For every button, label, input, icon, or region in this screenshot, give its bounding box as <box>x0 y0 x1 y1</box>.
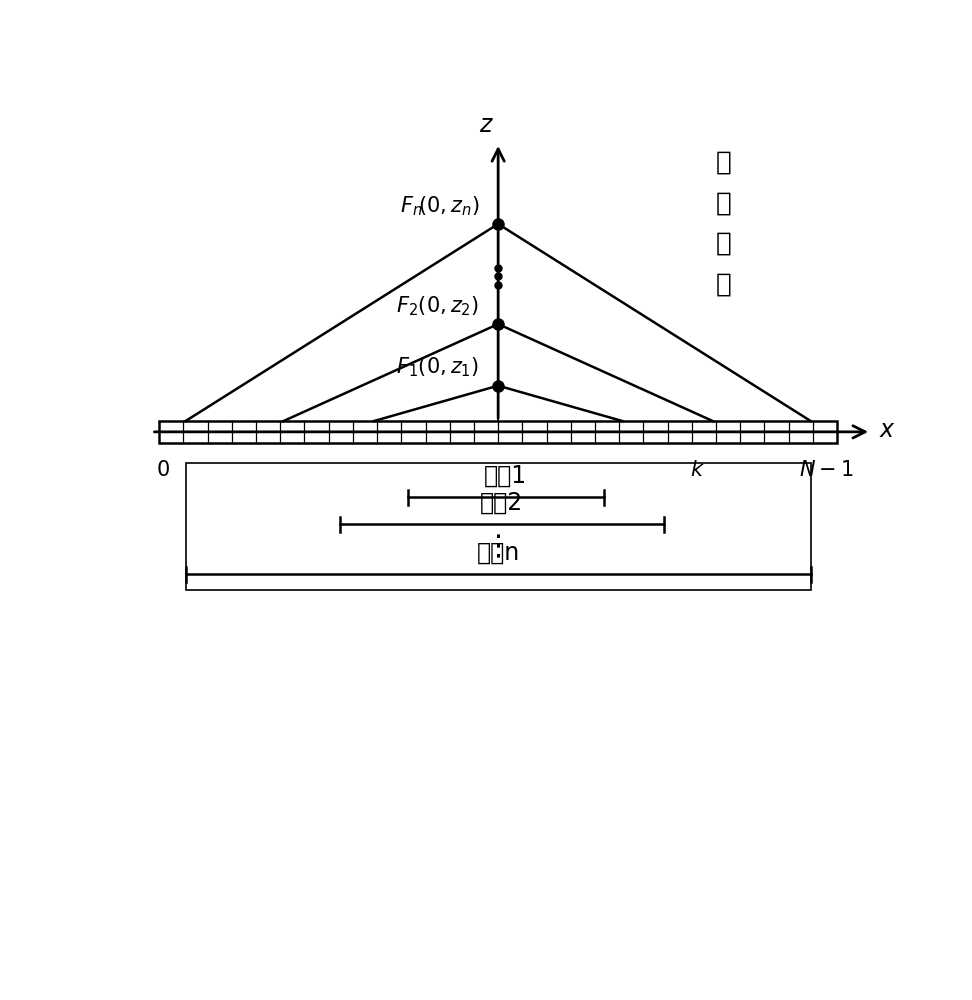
Text: $F_1(0, z_1)$: $F_1(0, z_1)$ <box>396 356 479 379</box>
Text: $x$: $x$ <box>879 418 895 442</box>
Text: 声: 声 <box>716 149 732 175</box>
Bar <box>159 421 837 443</box>
Text: ⋮: ⋮ <box>484 533 512 561</box>
Text: 孔径2: 孔径2 <box>480 491 524 515</box>
Text: $k$: $k$ <box>690 460 705 480</box>
Text: $F_2(0, z_2)$: $F_2(0, z_2)$ <box>396 294 479 318</box>
Text: 0: 0 <box>156 460 169 480</box>
Text: $F_n\!(0, z_n)$: $F_n\!(0, z_n)$ <box>399 194 479 218</box>
Text: 孔径1: 孔径1 <box>484 464 527 488</box>
Text: 束: 束 <box>716 190 732 216</box>
Text: $N-1$: $N-1$ <box>799 460 853 480</box>
Text: 孔径n: 孔径n <box>476 541 520 565</box>
Text: $z$: $z$ <box>479 113 495 137</box>
Text: 线: 线 <box>716 272 732 298</box>
Bar <box>186 463 811 590</box>
Text: 轴: 轴 <box>716 231 732 257</box>
